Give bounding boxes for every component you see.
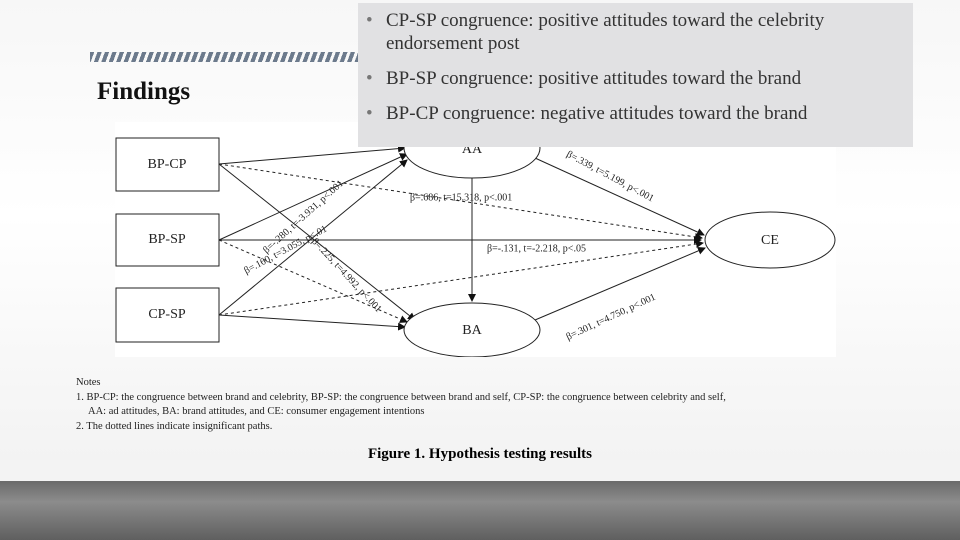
floor bbox=[0, 481, 960, 540]
slide-title: Findings bbox=[97, 78, 191, 105]
path bbox=[534, 247, 706, 321]
node-label: CE bbox=[761, 233, 779, 248]
node-label: BP-CP bbox=[148, 157, 187, 172]
edge-label: β=.686, t=15.318, p<.001 bbox=[410, 192, 512, 203]
path bbox=[534, 157, 705, 236]
path bbox=[218, 314, 406, 331]
path-diagram: BP-CP BP-SP CP-SP AA BA CE β=-.280, t=-3… bbox=[115, 122, 836, 357]
note-line: AA: ad attitudes, BA: brand attitudes, a… bbox=[88, 406, 425, 417]
notes: Notes 1. BP-CP: the congruence between b… bbox=[76, 376, 726, 434]
node-ellipse bbox=[403, 302, 541, 357]
bullet: BP-SP congruence: positive attitudes tow… bbox=[366, 67, 903, 90]
node-label: BP-SP bbox=[148, 232, 186, 247]
bullet: BP-CP congruence: negative attitudes tow… bbox=[366, 102, 903, 125]
node-box bbox=[115, 287, 220, 343]
node-box bbox=[115, 137, 220, 192]
node-ellipse bbox=[704, 211, 836, 269]
note-line: 1. BP-CP: the congruence between brand a… bbox=[76, 391, 726, 403]
node-box bbox=[115, 213, 220, 267]
bullet-box: CP-SP congruence: positive attitudes tow… bbox=[358, 3, 913, 147]
edge-label: β=-.131, t=-2.218, p<.05 bbox=[487, 243, 586, 254]
note-line: Notes bbox=[76, 377, 101, 388]
bullet: CP-SP congruence: positive attitudes tow… bbox=[366, 9, 903, 55]
path bbox=[218, 239, 408, 323]
note-line: 2. The dotted lines indicate insignifica… bbox=[76, 420, 273, 432]
paths bbox=[218, 144, 706, 331]
node-label: BA bbox=[462, 323, 482, 338]
path bbox=[218, 144, 406, 165]
figure-caption: Figure 1. Hypothesis testing results bbox=[367, 446, 593, 462]
path bbox=[218, 159, 408, 316]
path bbox=[218, 153, 408, 241]
path bbox=[218, 163, 416, 321]
node-label: CP-SP bbox=[148, 307, 186, 322]
